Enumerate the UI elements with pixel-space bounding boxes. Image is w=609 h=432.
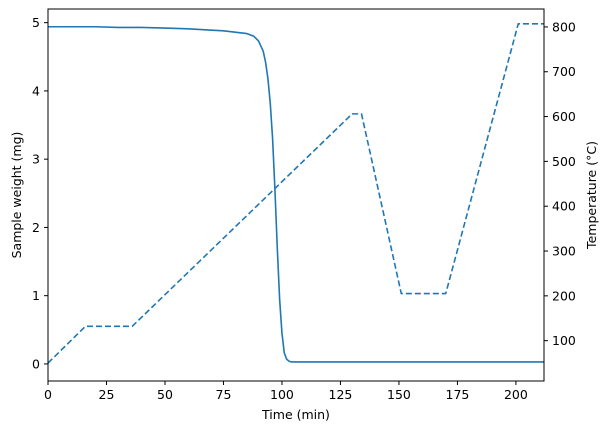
y2-tick-label: 800: [552, 19, 576, 34]
sample-weight-line: [48, 25, 544, 363]
y2-tick-label: 500: [552, 154, 576, 169]
x-tick-label: 25: [99, 387, 115, 402]
x-axis: 0 25 50 75 100 125 150 175 200: [44, 381, 528, 402]
x-tick-label: 200: [504, 387, 528, 402]
x-tick-label: 75: [216, 387, 232, 402]
y-tick-label: 2: [32, 220, 40, 235]
temperature-line: [48, 22, 544, 364]
y2-tick-label: 400: [552, 199, 576, 214]
y-tick-label: 5: [32, 15, 40, 30]
y2-tick-label: 600: [552, 109, 576, 124]
x-tick-label: 125: [329, 387, 353, 402]
y2-tick-label: 300: [552, 244, 576, 259]
y2-tick-label: 100: [552, 333, 576, 348]
y2-tick-label: 700: [552, 64, 576, 79]
plot-frame: [47, 8, 545, 382]
y-axis-label-right: Temperature (°C): [584, 141, 599, 250]
x-tick-label: 100: [270, 387, 294, 402]
x-axis-label: Time (min): [261, 407, 330, 422]
x-tick-label: 0: [44, 387, 52, 402]
y2-tick-label: 200: [552, 288, 576, 303]
y-axis-left: 0 1 2 3 4 5: [32, 15, 48, 371]
y-tick-label: 1: [32, 288, 40, 303]
x-tick-label: 50: [157, 387, 173, 402]
x-tick-label: 150: [387, 387, 411, 402]
y-tick-label: 0: [32, 356, 40, 371]
series-layer: [48, 22, 544, 364]
y-tick-label: 3: [32, 152, 40, 167]
y-tick-label: 4: [32, 83, 40, 98]
y-axis-right: 100 200 300 400 500 600 700 800: [544, 19, 576, 348]
y-axis-label-left: Sample weight (mg): [9, 132, 24, 259]
x-tick-label: 175: [446, 387, 470, 402]
